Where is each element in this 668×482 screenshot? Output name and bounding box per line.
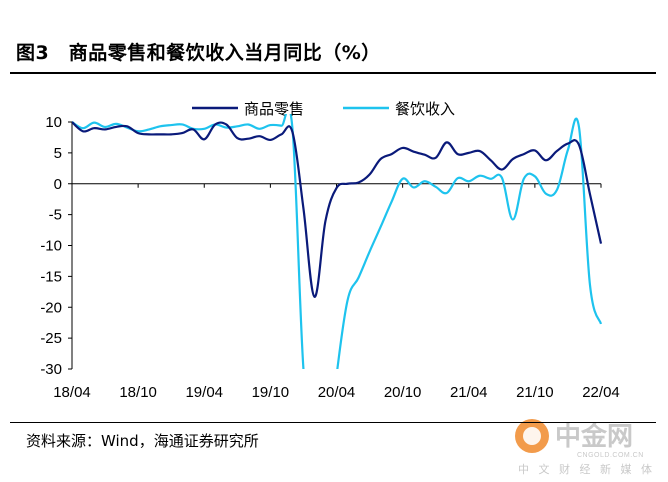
- y-tick-label: 5: [54, 145, 62, 162]
- x-tick-label: 22/04: [582, 384, 620, 401]
- x-tick-label: 21/10: [516, 384, 554, 401]
- source-rule: [10, 422, 656, 423]
- watermark-emblem-inner: [523, 427, 541, 445]
- chart-legend: 商品零售 餐饮收入: [192, 100, 455, 118]
- watermark-tagline: 中 文 财 经 新 媒 体: [518, 462, 655, 476]
- watermark-logo-text: 中金网: [555, 421, 633, 452]
- chart-axes: 10 5 0 -5 -10 -15 -20 -25 -30 18/04 18/10 19/04 19/1…: [40, 114, 619, 401]
- x-tick-label: 18/10: [119, 384, 157, 401]
- y-tick-label: 10: [45, 114, 62, 131]
- y-tick-label: -5: [49, 207, 62, 224]
- watermark-url: CNGOLD.COM.CN: [577, 452, 644, 459]
- x-tick-label: 19/10: [252, 384, 290, 401]
- y-tick-label: -10: [40, 238, 62, 255]
- x-tick-label: 20/04: [318, 384, 356, 401]
- x-tick-label: 19/04: [185, 384, 223, 401]
- series-line-retail: [72, 121, 603, 298]
- source-note: 资料来源：Wind，海通证券研究所: [26, 432, 259, 450]
- title-rule: [10, 72, 656, 74]
- legend-label: 商品零售: [244, 100, 304, 118]
- y-tick-label: -20: [40, 299, 62, 316]
- chart-series-layer: [72, 114, 603, 369]
- x-tick-label: 20/10: [384, 384, 422, 401]
- series-line-catering: [72, 114, 603, 369]
- legend-label: 餐饮收入: [395, 100, 455, 118]
- y-tick-label: -30: [40, 361, 62, 378]
- figure-title: 图3 商品零售和餐饮收入当月同比（%）: [16, 42, 381, 64]
- y-tick-label: -15: [40, 268, 62, 285]
- y-tick-label: -25: [40, 330, 62, 347]
- x-tick-label: 21/04: [450, 384, 488, 401]
- x-tick-label: 18/04: [53, 384, 91, 401]
- y-tick-label: 0: [54, 176, 62, 193]
